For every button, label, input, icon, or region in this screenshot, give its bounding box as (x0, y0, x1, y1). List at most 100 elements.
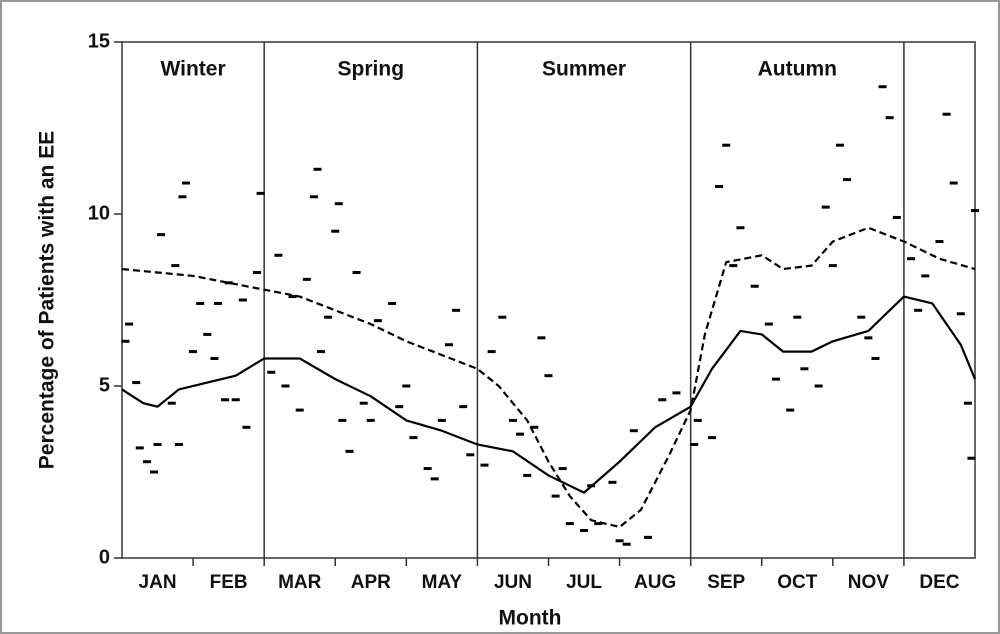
data-point (313, 167, 322, 171)
data-point (963, 401, 972, 405)
data-point (430, 477, 439, 481)
data-point (594, 522, 603, 526)
data-point (914, 308, 923, 312)
data-point (231, 398, 240, 402)
y-tick-label: 5 (99, 374, 110, 396)
data-point (210, 356, 219, 360)
data-point (359, 401, 368, 405)
data-point (334, 202, 343, 206)
data-point (345, 449, 354, 453)
x-tick-label: JAN (139, 572, 177, 593)
data-point (690, 442, 699, 446)
data-point (171, 264, 180, 268)
data-point (857, 315, 866, 319)
data-point (843, 178, 852, 182)
data-point (135, 446, 144, 450)
data-point (480, 463, 489, 467)
x-tick-label: NOV (848, 572, 890, 593)
data-point (178, 195, 187, 199)
data-point (658, 398, 667, 402)
data-point (508, 418, 517, 422)
data-point (693, 418, 702, 422)
x-tick-label: SEP (707, 572, 745, 593)
x-tick-label: AUG (634, 572, 676, 593)
data-point (615, 539, 624, 543)
data-point (935, 240, 944, 244)
y-axis-label: Percentage of Patients with an EE (36, 131, 59, 469)
season-label: Winter (161, 58, 226, 81)
data-point (402, 384, 411, 388)
data-point (544, 374, 553, 378)
data-point (551, 494, 560, 498)
data-point (167, 401, 176, 405)
data-point (181, 181, 190, 185)
data-point (736, 226, 745, 230)
trend-line (121, 226, 976, 529)
data-point (921, 274, 930, 278)
data-point (629, 429, 638, 433)
data-point (121, 339, 130, 343)
x-tick-label: DEC (919, 572, 959, 593)
data-point (281, 384, 290, 388)
data-point (871, 356, 880, 360)
data-point (764, 322, 773, 326)
data-point (622, 542, 631, 546)
data-point (444, 343, 453, 347)
data-point (672, 391, 681, 395)
x-tick-label: OCT (777, 572, 818, 593)
data-point (149, 470, 158, 474)
data-point (189, 350, 198, 354)
data-point (437, 418, 446, 422)
data-point (352, 270, 361, 274)
data-point (153, 442, 162, 446)
data-point (157, 233, 166, 237)
plot-area (121, 41, 976, 559)
data-point (793, 315, 802, 319)
x-tick-label: MAR (278, 572, 322, 593)
data-point (892, 215, 901, 219)
data-point (459, 405, 468, 409)
x-axis-label: Month (499, 607, 562, 630)
data-point (196, 301, 205, 305)
data-point (821, 205, 830, 209)
data-point (125, 322, 134, 326)
data-point (644, 535, 653, 539)
data-point (203, 332, 212, 336)
data-point (580, 528, 589, 532)
data-point (221, 398, 230, 402)
x-tick-label: FEB (210, 572, 248, 593)
data-point (498, 315, 507, 319)
data-point (537, 336, 546, 340)
data-point (956, 312, 965, 316)
data-point (814, 384, 823, 388)
data-point (707, 436, 716, 440)
data-point (395, 405, 404, 409)
data-point (213, 301, 222, 305)
data-point (967, 456, 976, 460)
trend-line (121, 295, 977, 494)
data-point (142, 460, 151, 464)
data-point (750, 284, 759, 288)
data-point (317, 350, 326, 354)
x-tick-label: APR (351, 572, 391, 593)
data-point (800, 367, 809, 371)
data-point (942, 112, 951, 116)
data-point (331, 229, 340, 233)
data-point (174, 442, 183, 446)
data-point (256, 191, 265, 195)
data-point (288, 295, 297, 299)
data-point (366, 418, 375, 422)
data-point (452, 308, 461, 312)
data-point (828, 264, 837, 268)
data-point (835, 143, 844, 147)
data-point (487, 350, 496, 354)
data-point (274, 253, 283, 257)
data-point (324, 315, 333, 319)
data-point (388, 301, 397, 305)
data-point (771, 377, 780, 381)
x-tick-label: MAY (422, 572, 463, 593)
data-point (238, 298, 247, 302)
data-point (267, 370, 276, 374)
